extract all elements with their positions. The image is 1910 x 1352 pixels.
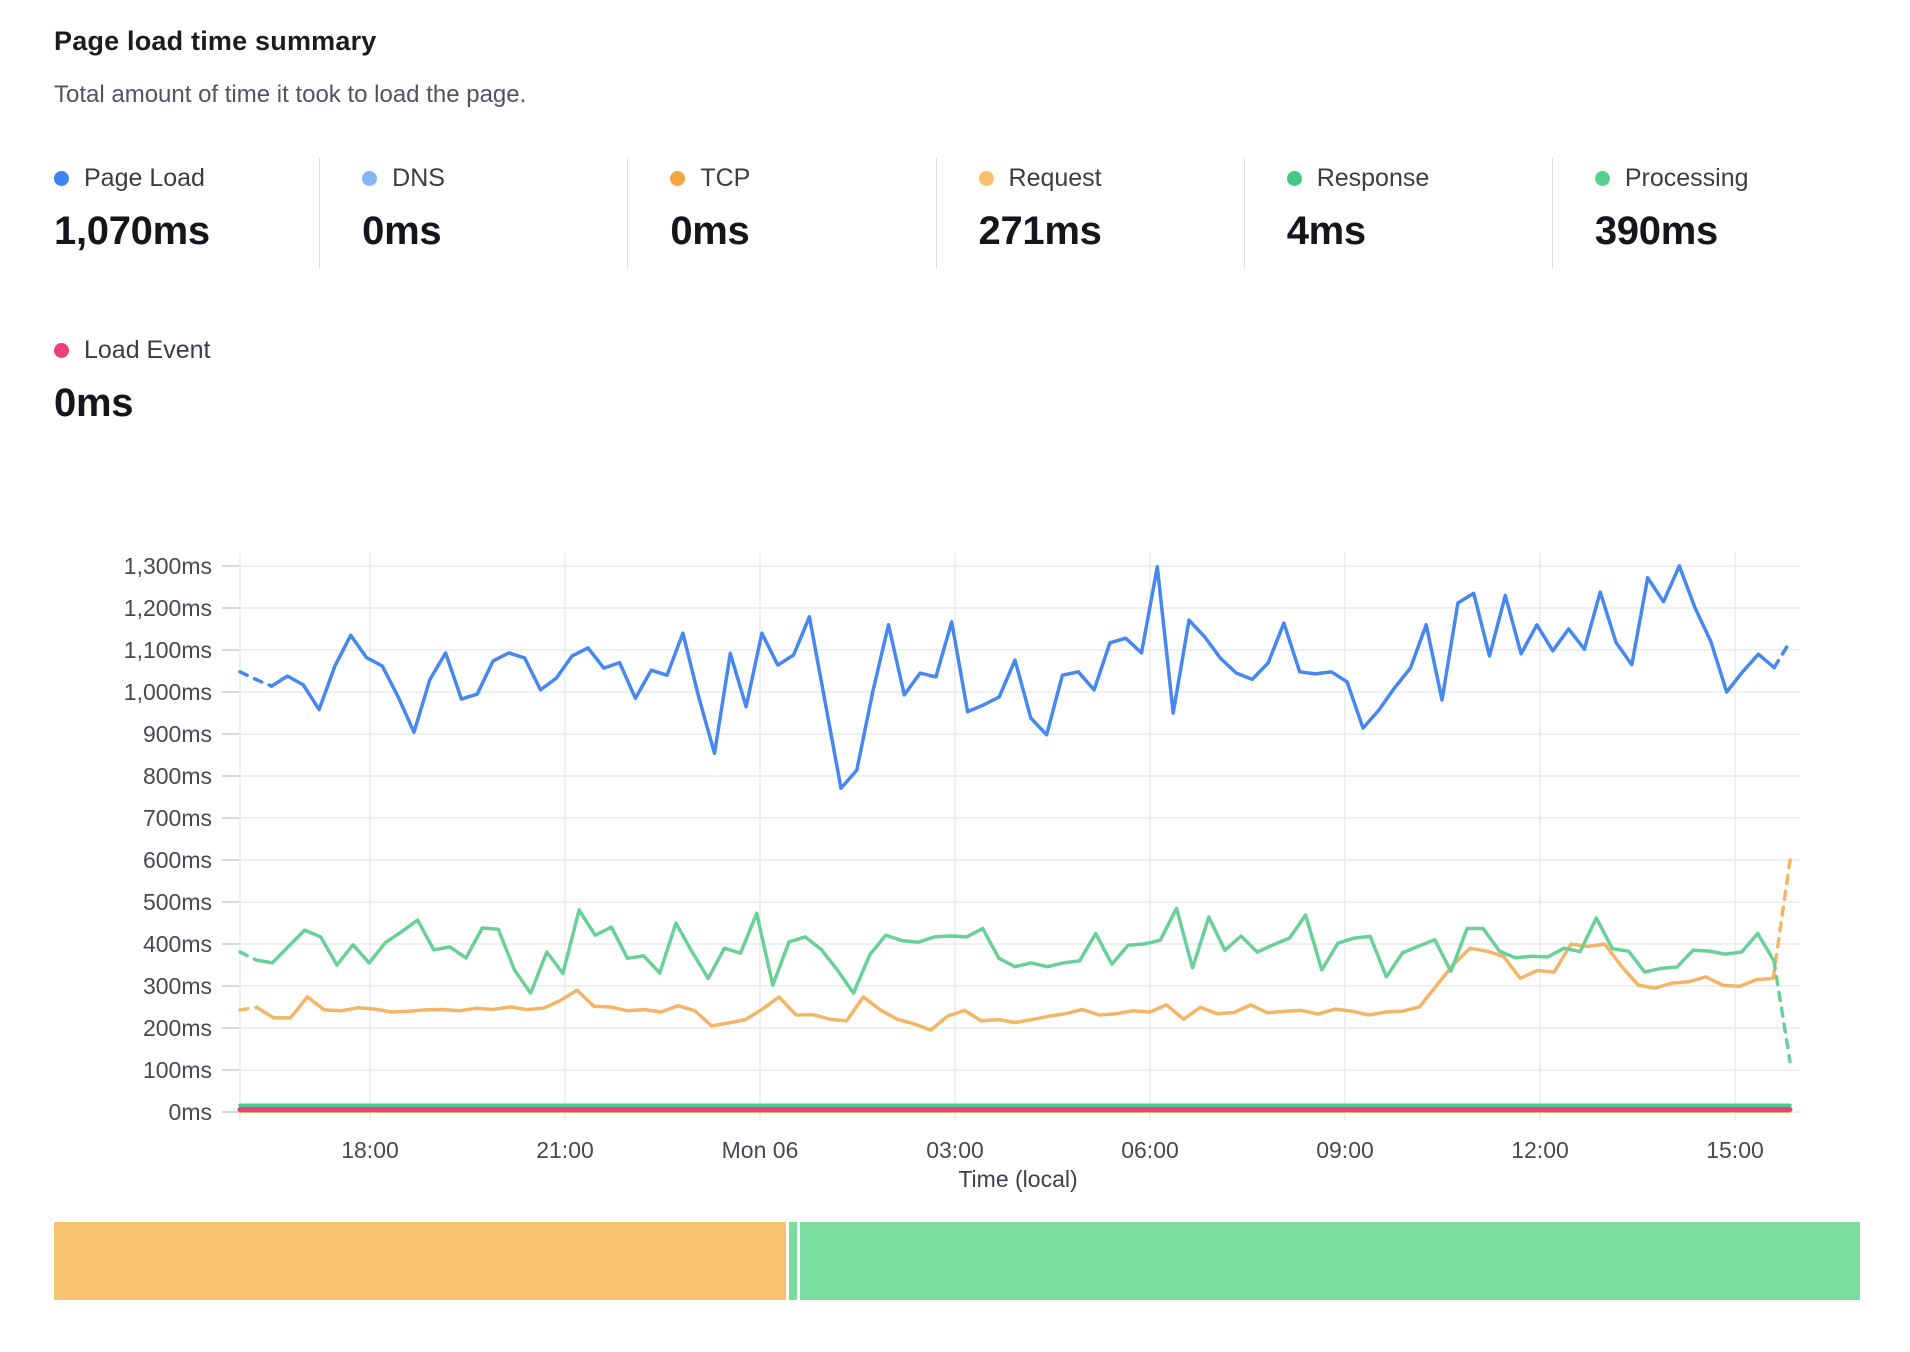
series-processing-dash-end <box>1772 959 1792 1064</box>
y-tick-label: 1,000ms <box>124 679 212 705</box>
y-tick-label: 900ms <box>143 721 212 747</box>
availability-segment-degraded[interactable] <box>54 1222 787 1300</box>
metric-card-load-event: Load Event 0ms <box>54 330 1860 440</box>
legend-dot-icon <box>362 171 378 186</box>
metric-label: Load Event <box>84 336 211 364</box>
availability-segment-ok[interactable] <box>789 1222 798 1300</box>
y-tick-label: 1,300ms <box>124 553 212 579</box>
metric-card-request: Request 271ms <box>937 158 1245 268</box>
metric-value: 4ms <box>1286 209 1366 253</box>
metric-card-dns: DNS 0ms <box>320 158 629 268</box>
metric-card-processing: Processing 390ms <box>1553 158 1860 268</box>
y-tick-label: 200ms <box>143 1015 212 1041</box>
x-tick-label: 21:00 <box>536 1137 594 1163</box>
series-processing-dash-start <box>238 950 258 962</box>
x-tick-label: 18:00 <box>341 1137 399 1163</box>
legend-dot-icon <box>1594 171 1610 186</box>
x-tick-label: Mon 06 <box>722 1137 799 1163</box>
metric-label: Response <box>1316 164 1430 192</box>
series-request-dash-end <box>1771 858 1792 981</box>
metric-label: Request <box>1008 164 1102 192</box>
availability-segment-ok[interactable] <box>800 1222 1860 1300</box>
series-processing-line <box>254 906 1776 995</box>
metric-value: 271ms <box>978 209 1102 253</box>
metric-value: 0ms <box>362 209 442 253</box>
legend-metrics-row-2: Load Event 0ms <box>54 330 1860 440</box>
metric-card-tcp: TCP 0ms <box>628 158 937 268</box>
metric-value: 390ms <box>1594 209 1718 253</box>
availability-bar[interactable] <box>54 1222 1860 1300</box>
y-tick-label: 0ms <box>169 1099 212 1125</box>
metric-value: 0ms <box>54 381 134 425</box>
legend-metrics-row-1: Page Load 1,070ms DNS 0ms TCP 0ms Request 271ms… <box>54 158 1860 268</box>
legend-dot-icon <box>54 171 69 186</box>
x-tick-label: 12:00 <box>1511 1137 1569 1163</box>
y-tick-label: 1,200ms <box>124 595 212 621</box>
x-tick-label: 03:00 <box>926 1137 984 1163</box>
y-tick-label: 800ms <box>143 763 212 789</box>
y-tick-label: 500ms <box>143 889 212 915</box>
page-subtitle: Total amount of time it took to load the… <box>54 81 527 108</box>
y-tick-label: 300ms <box>143 973 212 999</box>
metric-label: DNS <box>392 164 445 192</box>
legend-dot-icon <box>1286 171 1302 186</box>
legend-dot-icon <box>670 171 686 186</box>
series-request-dash-start <box>238 1005 259 1012</box>
chart-svg[interactable]: 0ms 100ms 200ms 300ms 400ms 500ms 600ms 700ms 80… <box>0 425 1910 1215</box>
series-page-load-dash-end <box>1772 639 1792 670</box>
legend-dot-icon <box>54 343 69 358</box>
page-title: Page load time summary <box>54 26 377 56</box>
y-tick-label: 600ms <box>143 847 212 873</box>
metric-label: Processing <box>1624 164 1749 192</box>
metric-card-response: Response 4ms <box>1245 158 1553 268</box>
x-axis-title: Time (local) <box>958 1166 1077 1192</box>
series-request-line <box>255 942 1775 1032</box>
legend-dot-icon <box>978 171 994 186</box>
line-chart-area[interactable]: 0ms 100ms 200ms 300ms 400ms 500ms 600ms 700ms 80… <box>0 425 1910 1215</box>
x-tick-label: 06:00 <box>1121 1137 1179 1163</box>
series-page-load-dash-start <box>238 670 274 688</box>
series-page-load-line <box>269 564 1776 790</box>
x-tick-label: 09:00 <box>1316 1137 1374 1163</box>
y-tick-label: 700ms <box>143 805 212 831</box>
y-tick-label: 400ms <box>143 931 212 957</box>
metric-value: 0ms <box>670 209 750 253</box>
metric-label: TCP <box>700 164 751 192</box>
metric-value: 1,070ms <box>54 209 210 253</box>
x-tick-label: 15:00 <box>1706 1137 1764 1163</box>
y-tick-label: 1,100ms <box>124 637 212 663</box>
metric-card-page-load: Page Load 1,070ms <box>54 158 321 268</box>
metric-label: Page Load <box>84 164 205 192</box>
chart-header: Page load time summary Total amount of t… <box>54 26 526 109</box>
y-tick-label: 100ms <box>143 1057 212 1083</box>
